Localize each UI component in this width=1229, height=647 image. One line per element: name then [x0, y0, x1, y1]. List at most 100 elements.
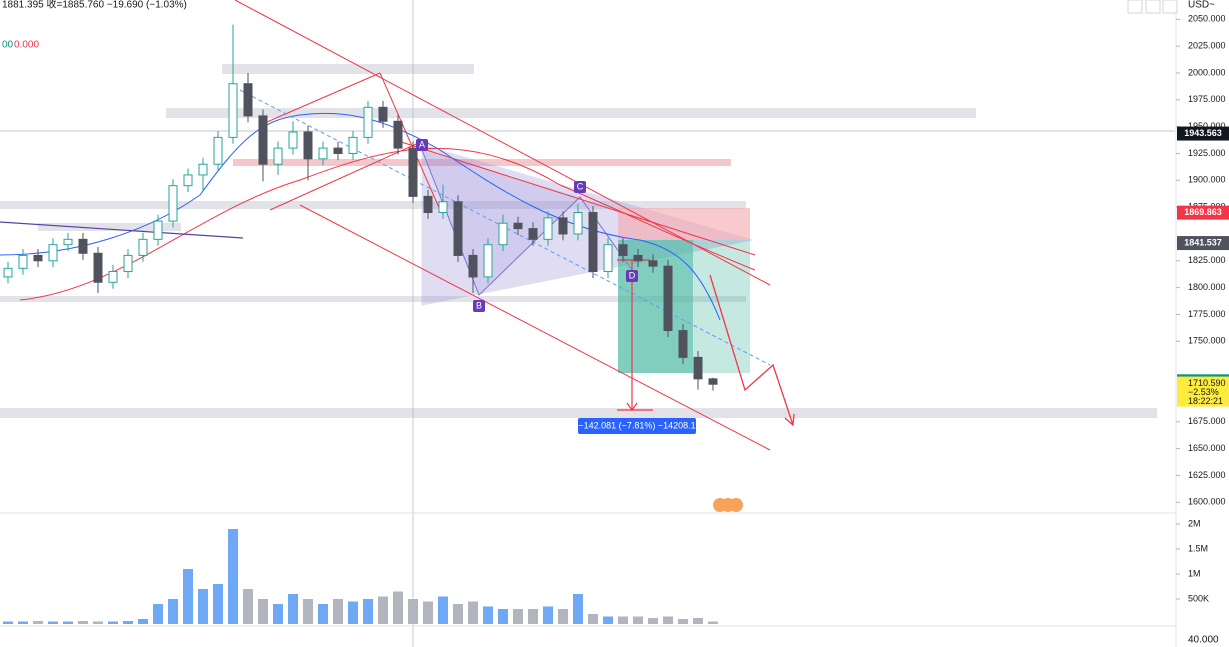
volume-bar	[573, 594, 583, 624]
candle-body	[483, 244, 493, 278]
volume-bar	[318, 604, 328, 624]
volume-bar	[33, 621, 43, 624]
candle-body	[108, 271, 118, 283]
volume-bar	[453, 604, 463, 624]
volume-bar	[153, 604, 163, 624]
y-tick-label: 1800.000	[1188, 282, 1226, 292]
candle-body	[618, 244, 628, 256]
price-tag-label: 1943.563	[1184, 128, 1222, 138]
candle-body	[228, 83, 238, 138]
volume-bar	[123, 621, 133, 624]
pattern-point	[626, 270, 638, 282]
pattern-point	[574, 181, 586, 193]
dashed-line	[239, 89, 771, 366]
volume-bar	[3, 621, 13, 624]
volume-bar	[258, 599, 268, 624]
y-tick-label: 2050.000	[1188, 14, 1226, 24]
volume-bar	[378, 596, 388, 624]
candle-body	[258, 115, 268, 165]
volume-bar	[138, 619, 148, 624]
currency: USD~	[1188, 0, 1215, 11]
price-tag	[1177, 236, 1229, 251]
volume-bar	[393, 591, 403, 624]
candle-body	[528, 228, 538, 240]
volume-tick-label: 500K	[1188, 593, 1209, 603]
moving-average	[0, 112, 721, 321]
candle-body	[453, 201, 463, 256]
candle-body	[378, 106, 388, 122]
zone	[38, 223, 181, 231]
zone	[0, 408, 1157, 418]
candle-body	[243, 83, 253, 117]
volume-bar	[588, 614, 598, 624]
y-tick-label: 1950.000	[1188, 121, 1226, 131]
y-tick-label: 2025.000	[1188, 41, 1226, 51]
candle-body	[708, 378, 718, 385]
countdown-price: 1710.590	[1188, 378, 1226, 388]
candle-body	[273, 147, 283, 165]
candle-body	[408, 147, 418, 197]
indicator-value: 0.000	[14, 40, 39, 51]
y-tick-label: 1775.000	[1188, 309, 1226, 319]
volume-bar	[678, 619, 688, 624]
candle-body	[573, 211, 583, 235]
candle-body	[33, 254, 43, 262]
candle-body	[663, 265, 673, 332]
candle-body	[633, 254, 643, 262]
volume-bar	[348, 601, 358, 624]
pattern-label: A	[419, 139, 425, 149]
trend-line	[0, 221, 244, 239]
indicator-axis-label: 40.000	[1188, 635, 1219, 646]
volume-bar	[303, 599, 313, 624]
volume-bar	[633, 616, 643, 624]
candle-body	[693, 356, 703, 380]
candle-body	[198, 163, 208, 176]
candle-body	[123, 254, 133, 273]
pattern-point	[473, 300, 485, 312]
candle-body	[513, 222, 523, 230]
toolbar[interactable]	[1127, 0, 1178, 14]
candle-body	[558, 217, 568, 235]
y-tick-label: 1650.000	[1188, 443, 1226, 453]
candle-body	[48, 244, 58, 262]
y-tick-label: 1925.000	[1188, 148, 1226, 158]
volume-tick-label: 1.5M	[1188, 543, 1208, 553]
y-tick-label: 2000.000	[1188, 67, 1226, 77]
y-tick-label: 1750.000	[1188, 336, 1226, 346]
legend-ohlc: 1881.395 收=1885.760 −19.690 (−1.03%)	[2, 0, 187, 11]
volume-bar	[693, 618, 703, 624]
price-tag	[1177, 126, 1229, 141]
candle-body	[93, 252, 103, 283]
price-tag-label: 1869.863	[1184, 207, 1222, 217]
volume-bar	[543, 606, 553, 624]
candle-body	[498, 222, 508, 246]
candle-body	[363, 106, 373, 138]
volume-bar	[363, 599, 373, 624]
volume-bar	[243, 589, 253, 624]
candle-body	[168, 185, 178, 222]
volume-bar	[558, 609, 568, 624]
pattern-label: D	[629, 270, 636, 280]
triangle	[421, 144, 753, 306]
volume-bar	[63, 621, 73, 624]
volume-tick-label: 2M	[1188, 518, 1201, 528]
candle-body	[603, 244, 613, 273]
zone	[166, 108, 976, 118]
y-tick-label: 1675.000	[1188, 416, 1226, 426]
candle-body	[183, 174, 193, 187]
candle-body	[213, 136, 223, 165]
volume-bar	[408, 599, 418, 624]
candle-body	[318, 147, 328, 160]
candle-body	[468, 254, 478, 278]
volume-bar	[663, 616, 673, 624]
candle-body	[393, 120, 403, 149]
candle-body	[78, 238, 88, 254]
candle-body	[543, 217, 553, 240]
volume-bar	[498, 609, 508, 624]
y-tick-label: 1625.000	[1188, 470, 1226, 480]
y-tick-label: 1900.000	[1188, 175, 1226, 185]
candle-body	[153, 220, 163, 240]
price-tag-label: 1841.537	[1184, 237, 1222, 247]
volume-bar	[273, 604, 283, 624]
events	[713, 498, 743, 512]
